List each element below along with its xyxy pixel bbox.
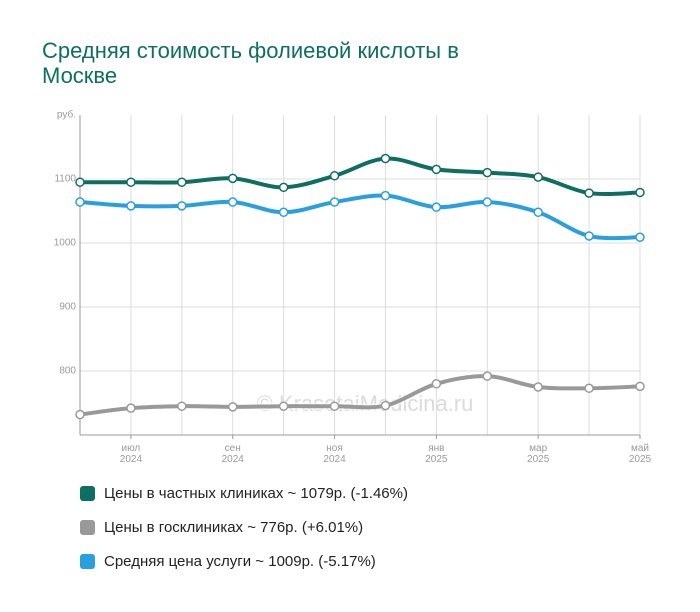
- point: [227, 197, 238, 207]
- point: [635, 232, 645, 242]
- x-tick-label: июл 2024: [119, 443, 143, 465]
- series: [75, 371, 645, 420]
- point: [278, 182, 289, 193]
- point: [380, 190, 391, 201]
- legend-item: Цены в частных клиниках ~ 1079р. (-1.46%…: [80, 485, 408, 502]
- point: [126, 201, 136, 211]
- point: [431, 164, 442, 175]
- y-tick-label: 1000: [54, 238, 77, 249]
- y-tick-label: 800: [59, 366, 76, 377]
- series: [75, 153, 645, 198]
- point: [584, 383, 594, 394]
- y-tick-label: 1100: [54, 174, 76, 185]
- line-outline: [79, 192, 641, 242]
- point: [380, 400, 391, 411]
- point: [329, 401, 340, 411]
- point: [533, 172, 543, 182]
- legend-item: Средняя цена услуги ~ 1009р. (-5.17%): [80, 553, 376, 570]
- point: [482, 167, 493, 178]
- chart-title: Средняя стоимость фолиевой кислоты в Мос…: [42, 38, 459, 88]
- point: [75, 409, 85, 420]
- legend-swatch: [80, 520, 95, 535]
- point: [329, 171, 340, 181]
- y-tick-label: 900: [59, 302, 76, 313]
- legend-swatch: [80, 554, 95, 569]
- y-unit: руб.: [57, 109, 76, 121]
- point: [75, 177, 85, 187]
- point: [126, 403, 136, 413]
- point: [584, 188, 594, 198]
- series: [75, 190, 645, 242]
- line: [79, 156, 641, 197]
- point: [126, 177, 136, 187]
- x-tick-label: ноя 2024: [323, 443, 346, 465]
- point: [177, 177, 187, 187]
- legend-label: Средняя цена услуги ~ 1009р. (-5.17%): [104, 553, 376, 570]
- point: [482, 371, 493, 381]
- point: [75, 197, 85, 207]
- point: [380, 153, 391, 164]
- legend-swatch: [80, 486, 95, 501]
- point: [177, 201, 187, 211]
- point: [329, 197, 340, 207]
- point: [584, 231, 594, 241]
- point: [482, 197, 493, 207]
- point: [278, 401, 289, 411]
- point: [227, 173, 238, 184]
- point: [431, 379, 442, 389]
- point: [431, 202, 442, 212]
- x-tick-label: май 2025: [628, 443, 652, 465]
- legend-label: Цены в частных клиниках ~ 1079р. (-1.46%…: [104, 485, 408, 502]
- point: [635, 381, 645, 392]
- x-tick-label: мар 2025: [527, 443, 550, 465]
- x-tick-label: сен 2024: [221, 443, 244, 465]
- point: [227, 402, 238, 412]
- point: [635, 187, 645, 198]
- legend-label: Цены в госклиниках ~ 776р. (+6.01%): [104, 519, 364, 536]
- point: [177, 401, 187, 411]
- point: [533, 382, 543, 392]
- point: [278, 207, 289, 218]
- legend-item: Цены в госклиниках ~ 776р. (+6.01%): [80, 519, 363, 536]
- point: [533, 207, 543, 218]
- x-tick-label: янв 2025: [425, 443, 448, 465]
